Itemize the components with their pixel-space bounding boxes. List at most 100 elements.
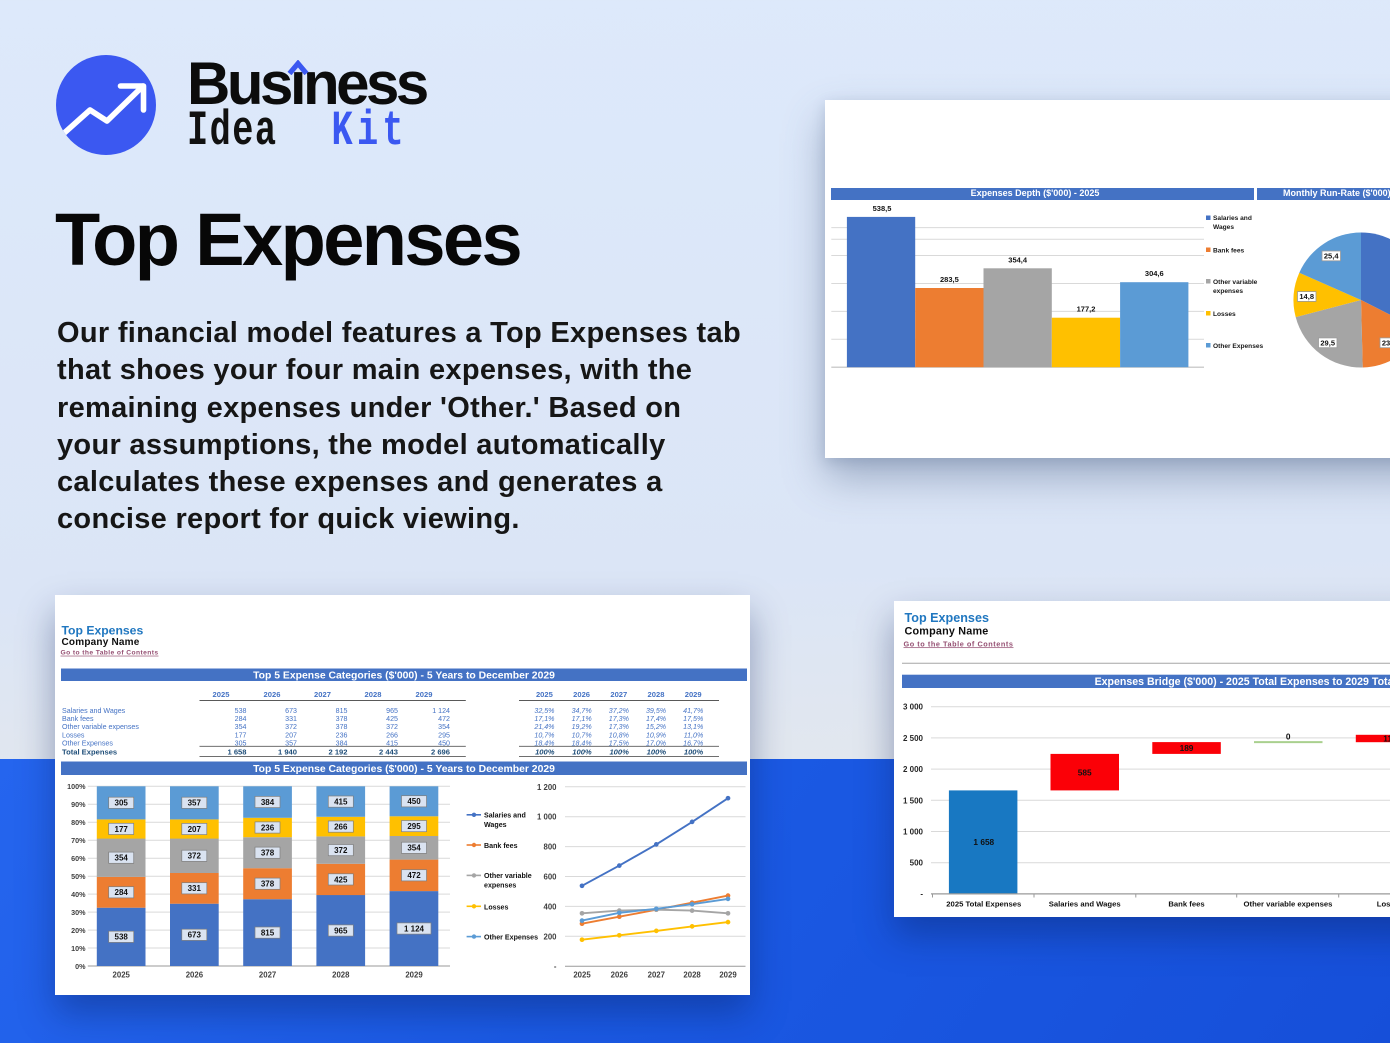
svg-text:Bank fees: Bank fees — [62, 715, 94, 723]
svg-text:2027: 2027 — [314, 690, 331, 699]
svg-text:23,7: 23,7 — [1382, 339, 1390, 348]
svg-text:450: 450 — [438, 739, 450, 747]
svg-text:1 658: 1 658 — [973, 837, 994, 847]
svg-text:266: 266 — [386, 731, 398, 739]
svg-text:2028: 2028 — [683, 971, 701, 980]
svg-text:2027: 2027 — [610, 690, 627, 699]
svg-text:Salaries and: Salaries and — [1213, 215, 1252, 222]
svg-text:10,8%: 10,8% — [609, 731, 629, 739]
svg-text:207: 207 — [285, 731, 297, 739]
svg-text:177,2: 177,2 — [1077, 305, 1096, 314]
svg-text:16,7%: 16,7% — [683, 739, 703, 747]
svg-text:1 940: 1 940 — [278, 747, 297, 756]
svg-text:Other variable: Other variable — [484, 872, 532, 880]
svg-text:2026: 2026 — [264, 690, 281, 699]
svg-text:32,5%: 32,5% — [534, 707, 554, 715]
svg-text:10,7%: 10,7% — [534, 731, 554, 739]
svg-text:2026: 2026 — [186, 971, 204, 980]
svg-text:450: 450 — [407, 797, 421, 806]
svg-text:21,4%: 21,4% — [533, 723, 554, 731]
svg-text:538: 538 — [115, 933, 129, 942]
svg-text:2 443: 2 443 — [379, 747, 398, 756]
svg-text:415: 415 — [334, 798, 348, 807]
svg-text:17,0%: 17,0% — [646, 739, 666, 747]
svg-text:10,9%: 10,9% — [646, 731, 666, 739]
svg-text:expenses: expenses — [1213, 288, 1243, 295]
svg-text:70%: 70% — [71, 836, 86, 845]
svg-text:2025 Total Expenses: 2025 Total Expenses — [946, 900, 1021, 909]
svg-text:100%: 100% — [609, 747, 629, 756]
svg-text:354,4: 354,4 — [1008, 255, 1028, 264]
svg-text:1 200: 1 200 — [537, 783, 557, 792]
svg-text:Other Expenses: Other Expenses — [484, 934, 538, 942]
svg-text:100%: 100% — [535, 747, 555, 756]
svg-text:41,7%: 41,7% — [683, 707, 703, 715]
svg-text:18,4%: 18,4% — [572, 739, 592, 747]
svg-text:Expenses Bridge ($'000) - 2025: Expenses Bridge ($'000) - 2025 Total Exp… — [1095, 676, 1390, 688]
svg-text:177: 177 — [115, 825, 129, 834]
svg-text:3 000: 3 000 — [903, 703, 924, 712]
svg-text:80%: 80% — [71, 818, 86, 827]
svg-text:673: 673 — [285, 707, 297, 715]
svg-text:500: 500 — [910, 859, 924, 868]
svg-text:2026: 2026 — [611, 971, 629, 980]
svg-text:207: 207 — [188, 825, 202, 834]
svg-text:Losses: Losses — [484, 903, 509, 911]
svg-text:2025: 2025 — [113, 971, 131, 980]
svg-text:2025: 2025 — [536, 690, 554, 699]
svg-text:378: 378 — [336, 715, 348, 723]
svg-text:2029: 2029 — [685, 690, 702, 699]
svg-text:100%: 100% — [572, 747, 592, 756]
svg-text:90%: 90% — [71, 800, 86, 809]
svg-text:372: 372 — [386, 723, 398, 731]
svg-text:17,5%: 17,5% — [609, 739, 629, 747]
svg-text:Wages: Wages — [1213, 224, 1234, 231]
svg-text:585: 585 — [1078, 768, 1092, 778]
svg-text:Top 5 Expense Categories ($'00: Top 5 Expense Categories ($'000) - 5 Yea… — [253, 764, 555, 775]
svg-text:19,2%: 19,2% — [572, 723, 592, 731]
svg-text:25,4: 25,4 — [1324, 252, 1339, 261]
svg-text:14,8: 14,8 — [1299, 292, 1314, 301]
svg-text:10,7%: 10,7% — [572, 731, 592, 739]
svg-text:372: 372 — [334, 846, 348, 855]
svg-text:378: 378 — [336, 723, 348, 731]
svg-text:384: 384 — [261, 798, 275, 807]
svg-text:1 658: 1 658 — [227, 747, 246, 756]
svg-text:304,6: 304,6 — [1145, 269, 1164, 278]
svg-text:2028: 2028 — [648, 690, 665, 699]
svg-text:1 000: 1 000 — [903, 828, 924, 837]
svg-text:37,2%: 37,2% — [609, 707, 629, 715]
svg-text:305: 305 — [115, 799, 129, 808]
svg-text:284: 284 — [235, 715, 247, 723]
svg-text:372: 372 — [188, 852, 202, 861]
svg-text:-: - — [920, 889, 923, 898]
svg-text:415: 415 — [386, 739, 398, 747]
svg-text:2 500: 2 500 — [903, 734, 924, 743]
svg-text:357: 357 — [188, 799, 202, 808]
svg-text:50%: 50% — [71, 872, 86, 881]
svg-text:-: - — [554, 962, 557, 971]
svg-text:17,1%: 17,1% — [572, 715, 592, 723]
svg-text:800: 800 — [543, 843, 557, 852]
svg-text:20%: 20% — [71, 926, 86, 935]
svg-text:Other variable expenses: Other variable expenses — [1244, 900, 1333, 909]
svg-text:177: 177 — [235, 731, 247, 739]
svg-text:100%: 100% — [684, 747, 704, 756]
svg-text:15,2%: 15,2% — [646, 723, 666, 731]
svg-text:295: 295 — [438, 731, 450, 739]
svg-text:400: 400 — [543, 902, 557, 911]
svg-text:965: 965 — [334, 926, 348, 935]
svg-text:425: 425 — [386, 715, 398, 723]
svg-text:13,1%: 13,1% — [683, 723, 703, 731]
svg-text:236: 236 — [261, 823, 275, 832]
svg-text:Other variable: Other variable — [1213, 279, 1258, 286]
svg-text:354: 354 — [235, 723, 247, 731]
svg-text:Other variable expenses: Other variable expenses — [62, 723, 139, 731]
svg-text:Top Expenses: Top Expenses — [62, 623, 144, 637]
svg-text:17,3%: 17,3% — [609, 715, 629, 723]
svg-text:Top Expenses: Top Expenses — [905, 611, 989, 625]
svg-text:Losses: Losses — [1377, 900, 1390, 909]
svg-text:40%: 40% — [71, 890, 86, 899]
svg-text:305: 305 — [235, 739, 247, 747]
svg-text:Go to the Table of Contents: Go to the Table of Contents — [61, 650, 159, 657]
